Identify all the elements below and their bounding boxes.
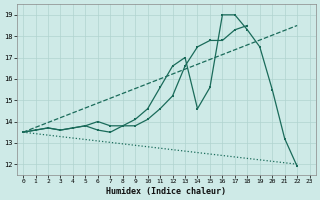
X-axis label: Humidex (Indice chaleur): Humidex (Indice chaleur) (106, 187, 226, 196)
